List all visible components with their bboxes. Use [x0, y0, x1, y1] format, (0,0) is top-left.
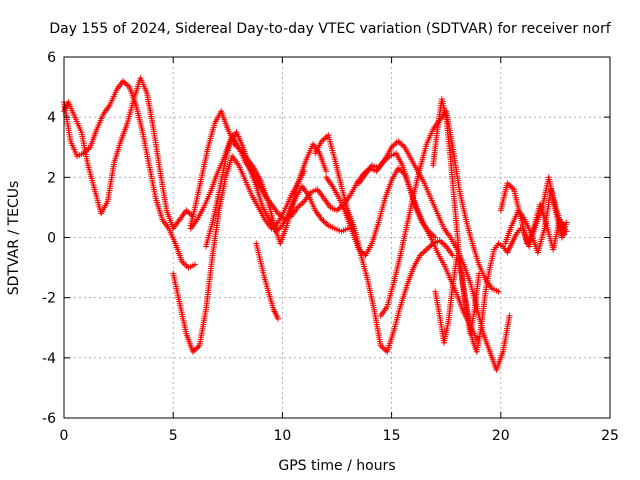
plus-markers: [170, 153, 308, 355]
y-tick-label: -6: [42, 411, 56, 427]
series-arc-1: [61, 78, 198, 271]
data-series: [61, 75, 570, 373]
plus-markers: [187, 108, 330, 247]
series-line: [172, 154, 305, 353]
plus-markers: [187, 129, 351, 235]
series-arc-12: [430, 96, 524, 355]
x-tick-label: 5: [169, 428, 178, 444]
y-tick-label: 2: [47, 170, 56, 186]
y-axis-label: SDTVAR / TECUs: [6, 181, 22, 296]
y-tick-label: 4: [47, 110, 56, 126]
series-arc-4: [187, 108, 330, 247]
plus-markers: [323, 165, 480, 343]
plus-markers: [253, 240, 281, 322]
x-tick-label: 20: [492, 428, 510, 444]
x-tick-label: 15: [383, 428, 401, 444]
series-arc-3: [170, 153, 308, 355]
series-arc-16: [519, 174, 570, 250]
x-tick-label: 25: [601, 428, 619, 444]
y-tick-label: -2: [42, 291, 56, 307]
x-axis-label: GPS time / hours: [278, 458, 395, 474]
chart-title: Day 155 of 2024, Sidereal Day-to-day VTE…: [49, 21, 611, 37]
series-arc-14: [497, 180, 570, 253]
plus-markers: [432, 252, 482, 346]
series-arc-13: [432, 252, 482, 346]
y-tick-label: 0: [47, 231, 56, 247]
plus-markers: [355, 138, 513, 373]
x-tick-label: 10: [273, 428, 291, 444]
x-tick-label: 0: [60, 428, 69, 444]
axis-ticks: 0 5 10 15 20 25 -6 -4 -2 0 2 4 6: [42, 50, 619, 444]
y-tick-label: -4: [42, 351, 56, 367]
series-arc-2: [61, 75, 196, 232]
series-arc-5: [187, 129, 351, 235]
series-arc-7: [253, 240, 281, 322]
plus-markers: [519, 174, 570, 250]
series-arc-9: [323, 165, 480, 343]
series-arc-10: [355, 138, 513, 373]
grid: [64, 57, 610, 418]
plus-markers: [61, 78, 198, 271]
y-tick-label: 6: [47, 50, 56, 66]
